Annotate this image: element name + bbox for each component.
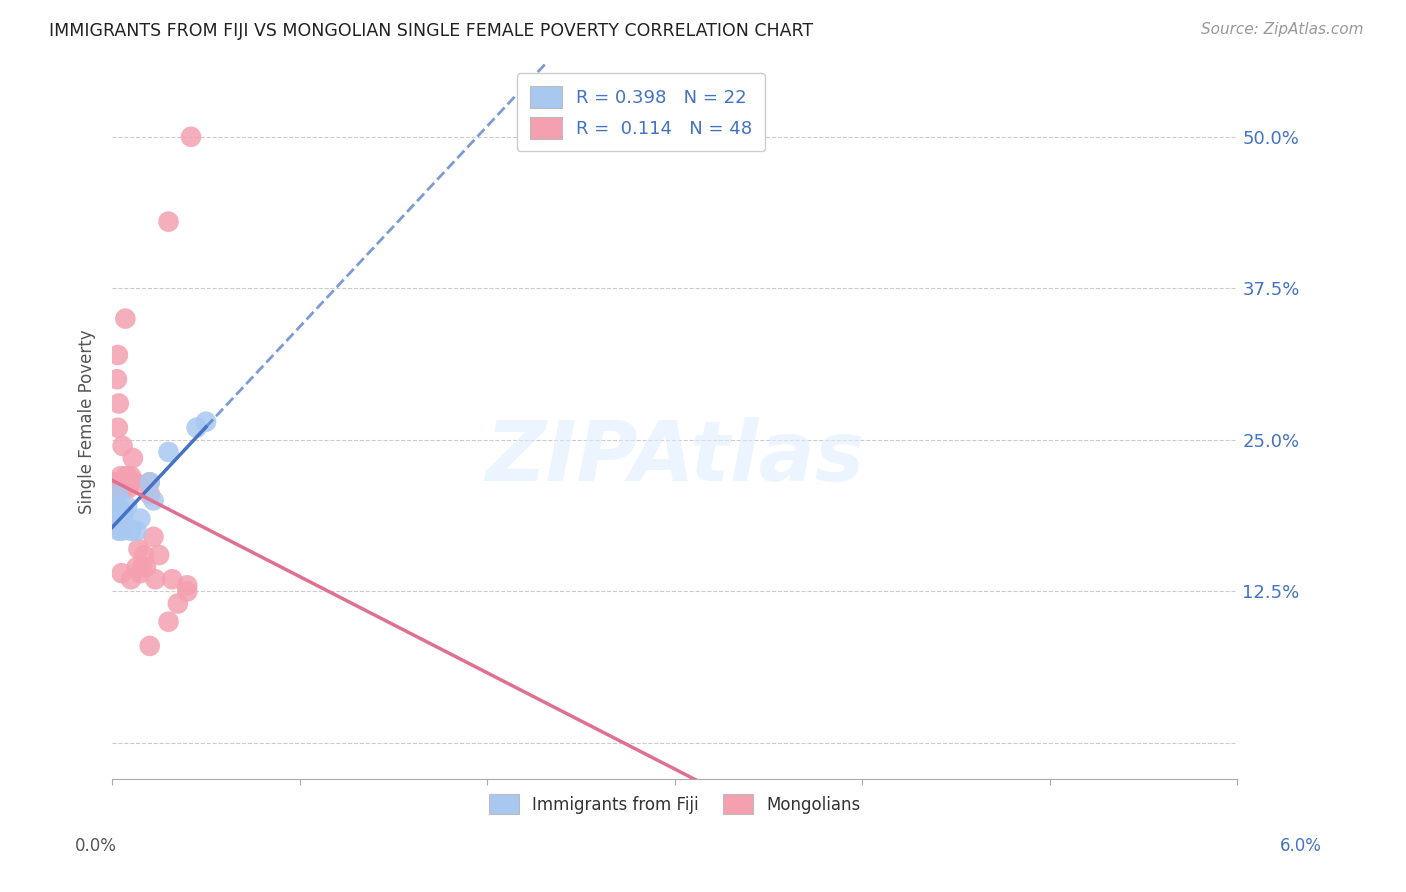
Point [139, 475, 162, 490]
Point [101, 481, 124, 495]
Point [131, 560, 153, 574]
Point [129, 566, 152, 581]
Point [129, 511, 152, 525]
Point [104, 500, 127, 514]
Point [195, 415, 218, 429]
Point [112, 506, 135, 520]
Point [110, 469, 132, 483]
Point [120, 475, 142, 490]
Point [104, 475, 127, 490]
Point [124, 475, 146, 490]
Point [145, 572, 167, 586]
Point [139, 475, 162, 490]
Point [115, 469, 138, 483]
Point [110, 524, 132, 538]
Point [139, 487, 162, 501]
Point [110, 481, 132, 495]
Point [111, 439, 134, 453]
Point [103, 493, 125, 508]
Point [176, 584, 198, 599]
Point [117, 500, 139, 514]
Point [157, 214, 180, 228]
Point [108, 500, 131, 514]
Point [118, 475, 141, 490]
Point [105, 372, 128, 386]
Y-axis label: Single Female Poverty: Single Female Poverty [79, 329, 96, 514]
Point [176, 578, 198, 592]
Point [125, 560, 148, 574]
Point [135, 560, 157, 574]
Point [104, 481, 127, 495]
Point [162, 572, 184, 586]
Point [157, 445, 180, 459]
Point [186, 421, 208, 435]
Point [114, 517, 136, 532]
Point [104, 500, 127, 514]
Point [107, 524, 129, 538]
Point [107, 421, 129, 435]
Text: Source: ZipAtlas.com: Source: ZipAtlas.com [1201, 22, 1364, 37]
Point [110, 517, 132, 532]
Point [110, 506, 132, 520]
Point [120, 469, 142, 483]
Point [112, 475, 135, 490]
Text: 0.0%: 0.0% [75, 837, 117, 855]
Point [180, 129, 202, 144]
Point [110, 566, 132, 581]
Point [142, 530, 165, 544]
Point [101, 487, 124, 501]
Point [107, 506, 129, 520]
Point [114, 311, 136, 326]
Point [107, 396, 129, 410]
Point [107, 348, 129, 362]
Point [103, 475, 125, 490]
Point [108, 511, 131, 525]
Legend: Immigrants from Fiji, Mongolians: Immigrants from Fiji, Mongolians [482, 788, 868, 821]
Point [105, 511, 128, 525]
Point [148, 548, 170, 562]
Point [139, 639, 162, 653]
Point [128, 541, 150, 556]
Text: ZIPAtlas: ZIPAtlas [485, 417, 865, 498]
Point [134, 548, 156, 562]
Point [107, 487, 129, 501]
Point [122, 450, 145, 465]
Point [117, 481, 139, 495]
Point [120, 524, 142, 538]
Point [142, 493, 165, 508]
Point [117, 469, 139, 483]
Text: 6.0%: 6.0% [1279, 837, 1322, 855]
Point [167, 597, 190, 611]
Point [104, 481, 127, 495]
Point [125, 524, 148, 538]
Point [114, 481, 136, 495]
Point [104, 493, 127, 508]
Text: IMMIGRANTS FROM FIJI VS MONGOLIAN SINGLE FEMALE POVERTY CORRELATION CHART: IMMIGRANTS FROM FIJI VS MONGOLIAN SINGLE… [49, 22, 813, 40]
Point [108, 475, 131, 490]
Point [157, 615, 180, 629]
Point [120, 572, 142, 586]
